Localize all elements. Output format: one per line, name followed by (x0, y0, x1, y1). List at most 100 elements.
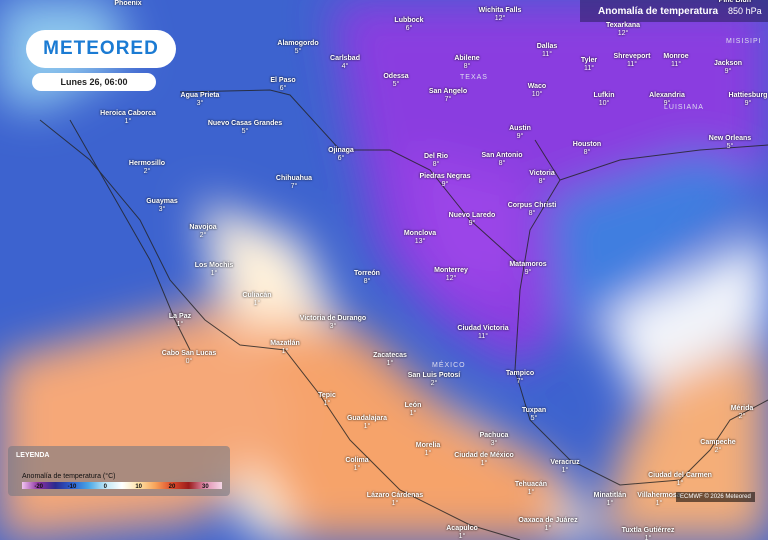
city-value: 5° (392, 81, 400, 88)
city-name: Torreón (354, 270, 380, 277)
city-name: Chihuahua (275, 175, 313, 182)
city-label: Carlsbad 4° (330, 55, 360, 71)
legend-tick: 20 (168, 484, 176, 490)
city-name: Agua Prieta (180, 92, 220, 99)
city-name: Oaxaca de Juárez (518, 517, 578, 524)
city-name: Lubbock (394, 17, 424, 24)
city-name: Cabo San Lucas (161, 350, 217, 357)
city-value: 2° (430, 380, 438, 387)
city-label: Torreón 8° (354, 270, 380, 286)
city-name: Victoria de Durango (299, 315, 367, 322)
city-value: 1° (676, 480, 684, 487)
city-value: 9° (516, 133, 524, 140)
region-label: MISISIPI (726, 38, 762, 45)
city-value: 8° (498, 160, 506, 167)
city-name: Jackson (713, 60, 743, 67)
city-value: 9° (744, 100, 752, 107)
city-label: Culiacán 1° (242, 292, 271, 308)
city-name: Tuxtla Gutiérrez (621, 527, 675, 534)
city-value: 1° (210, 270, 218, 277)
city-value: 12° (617, 30, 629, 37)
logo[interactable]: METEORED (26, 30, 176, 68)
city-label: Del Rio 8° (424, 153, 448, 169)
city-name: Tuxpan (521, 407, 547, 414)
city-value: 8° (528, 210, 536, 217)
city-value: 1° (544, 525, 552, 532)
city-value: 9° (663, 100, 671, 107)
city-label: Minatitlán 1° (594, 492, 627, 508)
city-label: Monclova 13° (404, 230, 436, 246)
city-value: 9° (724, 68, 732, 75)
city-value: 1° (124, 118, 132, 125)
city-label: Tehuacán 1° (515, 481, 547, 497)
credit: ECMWF © 2026 Meteored (676, 492, 755, 502)
city-label: Corpus Christi 8° (508, 202, 557, 218)
city-label: Victoria 8° (529, 170, 555, 186)
city-value: 13° (414, 238, 426, 245)
city-value: 10° (598, 100, 610, 107)
city-name: Culiacán (242, 292, 272, 299)
city-label: New Orleans 5° (709, 135, 751, 151)
city-label: Campeche 2° (700, 439, 735, 455)
city-name: Abilene (454, 55, 480, 62)
city-value: 8° (583, 149, 591, 156)
city-name: Nuevo Laredo (448, 212, 496, 219)
city-name: Mazatlán (270, 340, 300, 347)
city-label: Oaxaca de Juárez 1° (518, 517, 577, 533)
city-value: 1° (409, 410, 417, 417)
city-label: Acapulco 1° (446, 525, 478, 540)
city-name: Dallas (536, 43, 558, 50)
city-name: Tampico (505, 370, 535, 377)
city-name: Phoenix (114, 0, 142, 7)
city-name: Alamogordo (277, 40, 319, 47)
city-name: Waco (527, 83, 547, 90)
city-name: Acapulco (446, 525, 478, 532)
header-level: 850 hPa (728, 6, 762, 16)
city-label: Nuevo Laredo 9° (449, 212, 496, 228)
city-label: Hattiesburg 9° (729, 92, 768, 108)
city-value: 8° (432, 161, 440, 168)
city-label: Monterrey 12° (434, 267, 468, 283)
city-value: 12° (445, 275, 457, 282)
legend-tick: 30 (201, 484, 209, 490)
city-value: 11° (477, 333, 489, 340)
legend-tick: 0 (103, 484, 107, 490)
city-value: 12° (494, 15, 506, 22)
city-value: 1° (386, 360, 394, 367)
city-value: 5° (241, 128, 249, 135)
legend-tick: -20 (34, 484, 43, 490)
city-label: Villahermosa 1° (637, 492, 680, 508)
city-value: 6° (279, 85, 287, 92)
city-label: Tampico 7° (506, 370, 534, 386)
city-label: San Antonio 8° (482, 152, 523, 168)
city-label: Chihuahua 7° (276, 175, 312, 191)
city-name: Nuevo Casas Grandes (207, 120, 283, 127)
region-label: MÉXICO (432, 362, 466, 369)
city-label: Cabo San Lucas 0° (162, 350, 216, 366)
city-value: 9° (441, 181, 449, 188)
city-name: Odessa (383, 73, 409, 80)
region-label: LUISIANA (664, 104, 704, 111)
city-value: 0° (185, 358, 193, 365)
city-value: 1° (458, 533, 466, 540)
city-label: Alexandria 9° (649, 92, 685, 108)
city-label: Jackson 9° (714, 60, 742, 76)
legend-tick: 10 (135, 484, 142, 490)
city-name: Los Mochis (194, 262, 234, 269)
city-value: 9° (468, 220, 476, 227)
city-name: Corpus Christi (507, 202, 557, 209)
city-label: Monroe 11° (663, 53, 688, 69)
city-label: Lázaro Cárdenas 1° (367, 492, 423, 508)
city-value: 5° (726, 143, 734, 150)
city-value: 2° (143, 168, 151, 175)
city-name: Colima (345, 457, 369, 464)
city-name: San Angelo (428, 88, 468, 95)
city-label: Tyler 11° (581, 57, 597, 73)
city-name: Piedras Negras (419, 173, 471, 180)
city-value: 1° (561, 467, 569, 474)
city-name: Alexandria (649, 92, 685, 99)
city-value: 1° (424, 450, 432, 457)
city-label: Houston 8° (573, 141, 601, 157)
city-label: La Paz 1° (169, 313, 191, 329)
